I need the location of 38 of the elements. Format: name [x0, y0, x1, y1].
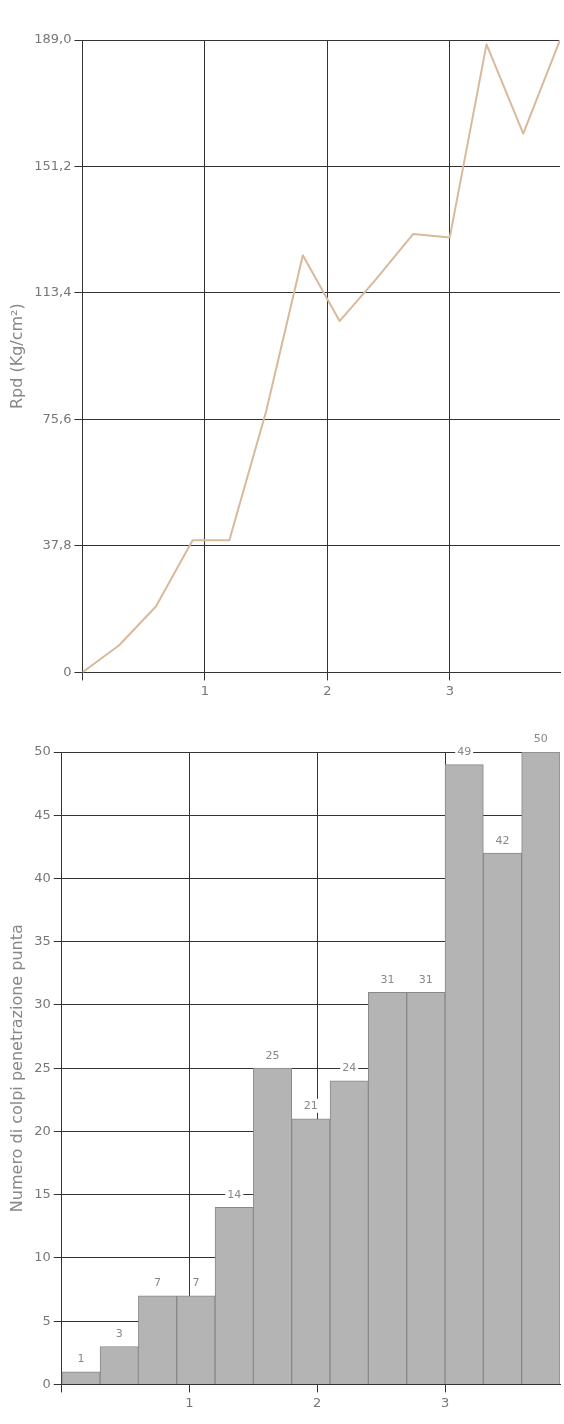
y-tick-label: 5 — [42, 1312, 51, 1328]
data-label: 3 — [115, 1326, 123, 1340]
y-axis-title: Numero di colpi penetrazione punta — [6, 924, 26, 1213]
x-tick-label: 1 — [185, 1394, 194, 1410]
data-label: 49 — [457, 745, 472, 759]
y-tick-label: 15 — [34, 1186, 51, 1202]
data-label: 7 — [154, 1276, 162, 1290]
y-tick-label: 75,6 — [42, 410, 72, 426]
y-axis-title: Rpd (Kg/cm²) — [6, 303, 26, 410]
y-tick-label: 35 — [34, 933, 51, 949]
data-label: 14 — [227, 1187, 242, 1201]
data-label: 31 — [418, 972, 433, 986]
x-tick-label: 3 — [440, 1394, 450, 1410]
data-label: 1 — [77, 1352, 85, 1366]
y-tick-label: 20 — [34, 1122, 51, 1138]
y-tick-label: 40 — [34, 869, 51, 885]
y-tick-label: 37,8 — [42, 537, 72, 553]
data-label: 21 — [303, 1099, 318, 1113]
y-tick-label: 25 — [34, 1059, 51, 1075]
data-label: 25 — [265, 1048, 280, 1062]
data-label: 50 — [533, 732, 548, 746]
y-tick-label: 113,4 — [34, 284, 72, 300]
y-tick-label: 50 — [34, 743, 51, 759]
y-tick-label: 30 — [34, 996, 51, 1012]
data-label: 24 — [342, 1061, 357, 1075]
y-tick-label: 45 — [34, 806, 51, 822]
data-label: 31 — [380, 972, 395, 986]
x-tick-label: 2 — [313, 1394, 322, 1410]
y-tick-label: 10 — [34, 1249, 51, 1265]
x-tick-label: 3 — [445, 682, 454, 698]
y-tick-label: 0 — [63, 663, 72, 679]
data-label: 7 — [192, 1276, 200, 1290]
y-tick-label: 0 — [42, 1375, 51, 1391]
y-tick-label: 189,0 — [34, 31, 72, 47]
x-tick-label: 1 — [200, 682, 210, 698]
x-tick-label: 2 — [323, 682, 332, 698]
data-label: 42 — [495, 833, 510, 847]
y-tick-label: 151,2 — [34, 157, 72, 173]
